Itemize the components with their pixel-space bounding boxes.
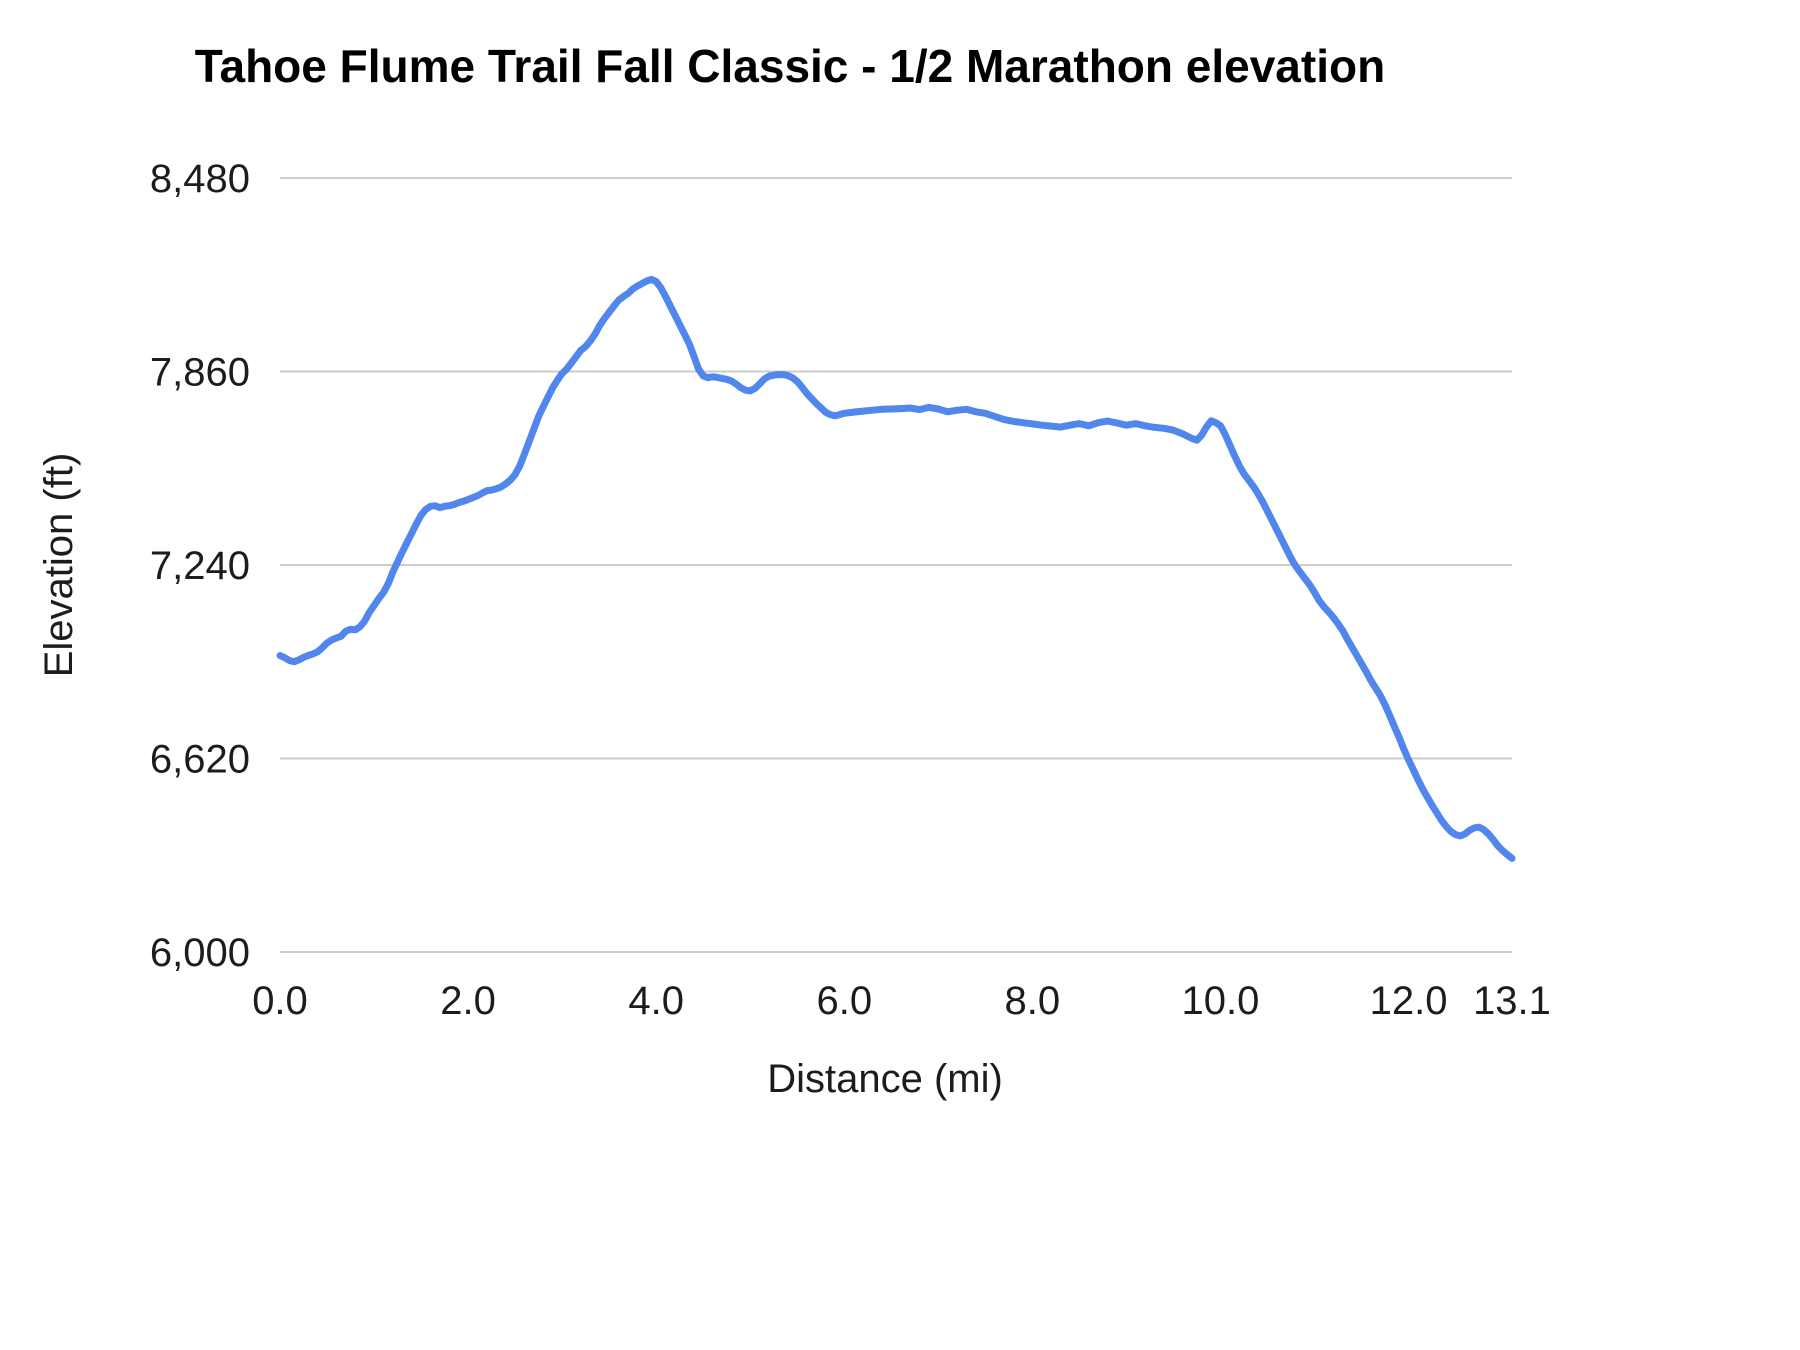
y-axis-label: Elevation (ft) xyxy=(37,453,81,678)
y-axis-ticks: 6,000 6,620 7,240 7,860 8,480 xyxy=(150,157,250,975)
x-tick-label: 10.0 xyxy=(1182,979,1260,1023)
gridlines xyxy=(280,177,1512,953)
x-tick-label: 6.0 xyxy=(816,979,872,1023)
x-tick-label: 4.0 xyxy=(628,979,684,1023)
x-tick-label: 13.1 xyxy=(1473,979,1551,1023)
y-tick-label: 7,860 xyxy=(150,351,250,395)
y-tick-label: 6,000 xyxy=(150,931,250,975)
x-tick-label: 2.0 xyxy=(440,979,496,1023)
x-tick-label: 8.0 xyxy=(1005,979,1061,1023)
x-axis-ticks: 0.0 2.0 4.0 6.0 8.0 10.0 12.0 13.1 xyxy=(252,979,1551,1023)
x-tick-label: 0.0 xyxy=(252,979,308,1023)
y-tick-label: 7,240 xyxy=(150,544,250,588)
elevation-line xyxy=(276,275,1516,862)
x-axis-label: Distance (mi) xyxy=(767,1057,1003,1101)
y-tick-label: 6,620 xyxy=(150,738,250,782)
chart-title: Tahoe Flume Trail Fall Classic - 1/2 Mar… xyxy=(195,40,1385,92)
x-tick-label: 12.0 xyxy=(1370,979,1448,1023)
y-tick-label: 8,480 xyxy=(150,157,250,201)
